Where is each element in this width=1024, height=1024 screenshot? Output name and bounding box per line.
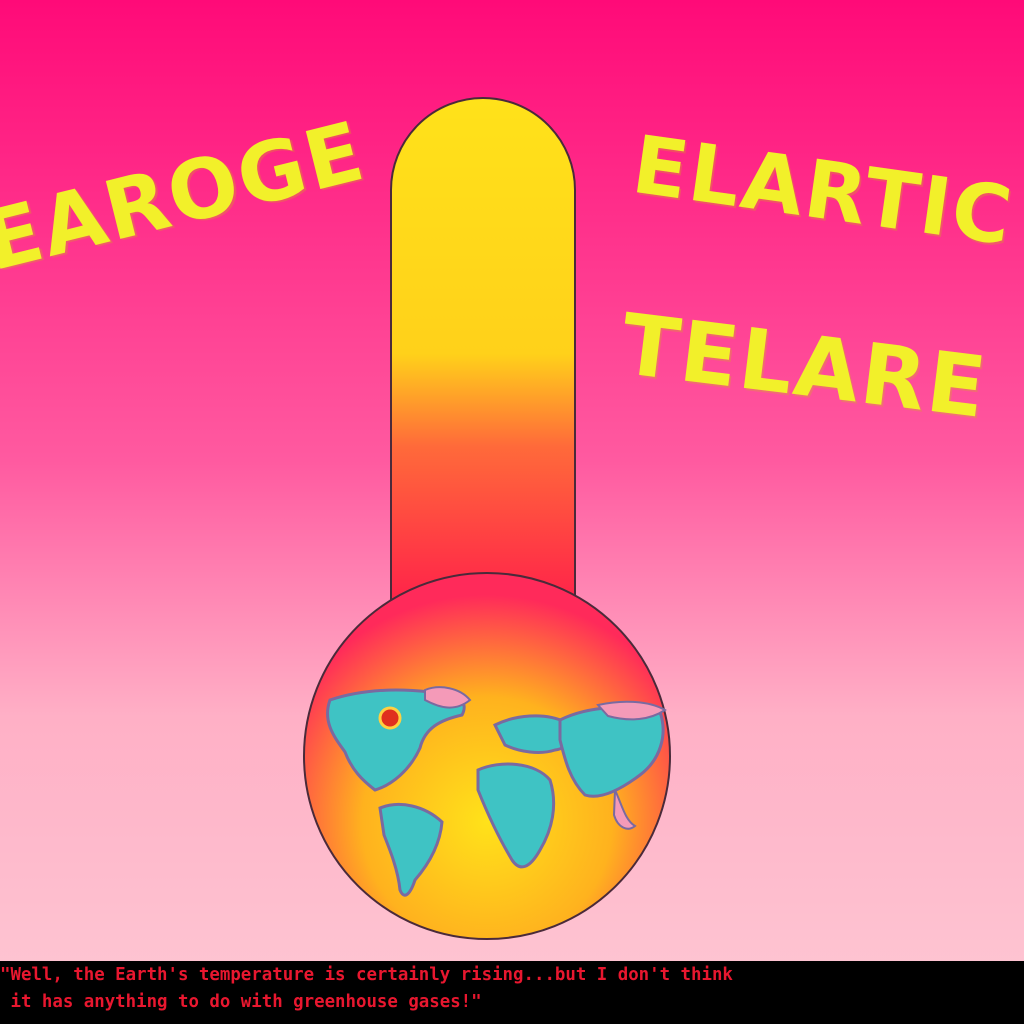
continent-oceania [612, 789, 637, 830]
continent-asia-north [596, 700, 667, 721]
continent-south-america [378, 803, 444, 897]
continent-north-america [326, 688, 466, 792]
caption-bar: "Well, the Earth's temperature is certai… [0, 961, 1024, 1024]
red-dot [378, 706, 402, 730]
thermometer-tube [390, 97, 576, 611]
caption-line-2: it has anything to do with greenhouse ga… [0, 992, 482, 1012]
continent-north-america-top [424, 686, 472, 709]
continent-africa [476, 762, 556, 869]
caption-line-1: "Well, the Earth's temperature is certai… [0, 965, 733, 985]
world-map [326, 686, 667, 897]
